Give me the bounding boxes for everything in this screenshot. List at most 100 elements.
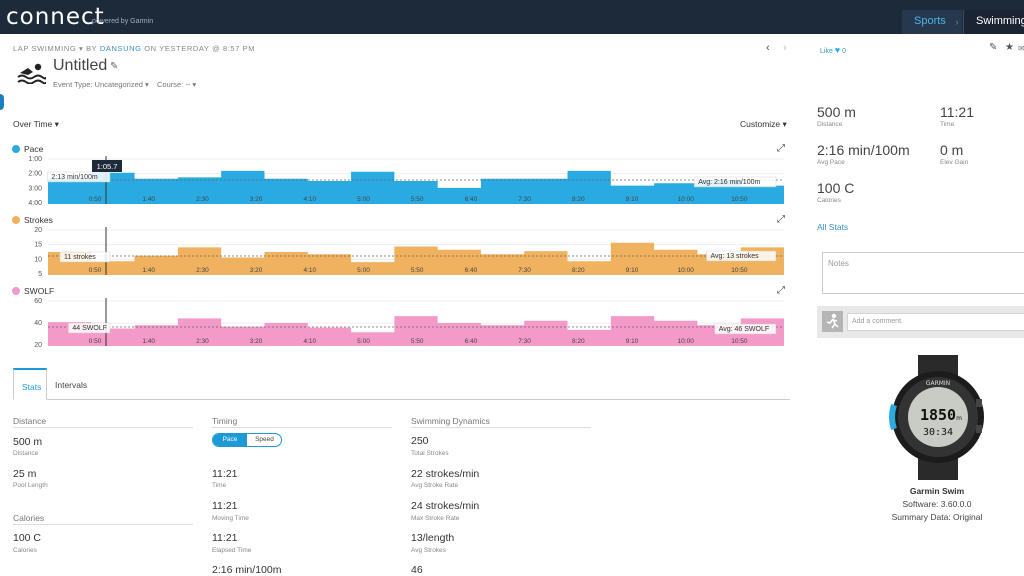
activity-type[interactable]: LAP SWIMMING — [13, 44, 77, 53]
pace-speed-toggle: Pace Speed — [212, 433, 282, 447]
activity-title[interactable]: Untitled — [53, 57, 108, 74]
connect-logo[interactable]: connect — [6, 4, 105, 30]
x-tick-label: 3:20 — [250, 338, 263, 345]
x-tick-label: 5:00 — [357, 267, 370, 274]
chevron-left-icon[interactable]: ‹ — [766, 42, 770, 54]
x-tick-label: 8:20 — [572, 196, 585, 203]
avg-label-box — [693, 176, 777, 188]
swimming-rule — [411, 427, 591, 428]
stat-value: 22 strokes/min — [411, 468, 480, 480]
pace-dot-icon — [12, 145, 20, 153]
chart-area-swolf — [48, 316, 784, 346]
x-tick-label: 6:40 — [465, 267, 478, 274]
stat-label: Total Strokes — [411, 450, 449, 457]
customize-dropdown[interactable]: Customize ▾ — [740, 119, 787, 129]
toggle-pace[interactable]: Pace — [213, 434, 247, 446]
user-link[interactable]: DANSUNG — [99, 44, 142, 53]
chevron-right-icon[interactable]: › — [783, 42, 787, 54]
summary-value: 0 m — [940, 142, 964, 158]
watch-brand: GARMIN — [926, 380, 950, 387]
x-tick-label: 0:50 — [89, 338, 102, 345]
like-button[interactable]: Like ♥ 0 — [820, 45, 846, 55]
stat-label: Calories — [13, 547, 37, 554]
distance-heading: Distance — [13, 416, 47, 426]
x-tick-label: 3:20 — [250, 196, 263, 203]
star-icon[interactable]: ★ — [1005, 42, 1014, 53]
x-tick-label: 5:00 — [357, 338, 370, 345]
over-time-dropdown[interactable]: Over Time ▾ — [13, 119, 59, 129]
timing-rule — [212, 427, 392, 428]
cursor-value: 1:05.7 — [97, 162, 118, 171]
cursor-value-box — [92, 160, 122, 172]
x-tick-label: 7:30 — [518, 196, 531, 203]
tab-stats[interactable]: Stats — [13, 368, 47, 400]
stat-label: Elapsed Time — [212, 547, 252, 554]
expand-swolf-icon[interactable]: ⤢ — [777, 285, 785, 296]
calories-rule — [13, 524, 193, 525]
logo-subtitle: powered by Garmin — [92, 18, 154, 25]
y-tick-label: 1:00 — [28, 156, 42, 163]
x-tick-label: 5:00 — [357, 196, 370, 203]
swolf-dot-icon — [12, 287, 20, 295]
expand-strokes-icon[interactable]: ⤢ — [777, 214, 785, 225]
edit-icon[interactable]: ✎ — [989, 42, 998, 53]
x-tick-label: 1:40 — [142, 338, 155, 345]
nav-swimming[interactable]: Swimming — [963, 10, 1024, 34]
x-tick-label: 9:10 — [626, 338, 639, 345]
x-tick-label: 10:50 — [731, 196, 748, 203]
chart-area-pace — [48, 170, 784, 204]
summary-label: Distance — [817, 121, 843, 128]
x-tick-label: 5:50 — [411, 338, 424, 345]
stat-label: Pool Length — [13, 482, 48, 489]
stat-value: 11:21 — [212, 468, 238, 480]
edit-title-icon[interactable]: ✎ — [110, 61, 119, 72]
all-stats-link[interactable]: All Stats — [817, 222, 849, 232]
x-tick-label: 7:30 — [518, 338, 531, 345]
summary-value: 11:21 — [940, 104, 974, 120]
swimming-dynamics-heading: Swimming Dynamics — [411, 416, 490, 426]
nav-sports[interactable]: Sports — [902, 10, 952, 34]
avg-label: Avg: 46 SWOLF — [719, 326, 769, 333]
activity-time: ON YESTERDAY @ 8:57 PM — [144, 44, 256, 53]
activity-charts[interactable]: 1:00 2:00 3:00 4:00 0:50 1:40 2:30 3:20 4:10 5:00… — [0, 0, 800, 360]
summary-label: Time — [940, 121, 955, 128]
avg-label-box — [706, 250, 777, 262]
y-tick-label: 2:00 — [28, 171, 42, 178]
y-tick-label: 5 — [38, 271, 42, 278]
stat-label: Time — [212, 482, 227, 489]
x-tick-label: 2:30 — [196, 267, 209, 274]
device-software: Software: 3.60.0.0 — [902, 499, 972, 509]
toggle-speed[interactable]: Speed — [255, 436, 274, 443]
y-tick-label: 40 — [34, 320, 42, 327]
x-tick-label: 0:50 — [89, 267, 102, 274]
event-type[interactable]: Event Type: Uncategorized ▾ — [53, 80, 149, 89]
device-summary-data: Summary Data: Original — [891, 512, 983, 522]
notes-field[interactable]: Notes — [822, 252, 1024, 294]
cursor-label: 44 SWOLF — [72, 325, 107, 332]
x-tick-label: 6:40 — [465, 338, 478, 345]
side-handle[interactable] — [0, 94, 4, 110]
chevron-down-icon[interactable]: ▾ — [79, 44, 87, 53]
summary-label: Elev Gain — [940, 159, 969, 166]
summary-value: 2:16 min/100m — [817, 142, 910, 158]
expand-pace-icon[interactable]: ⤢ — [777, 143, 785, 154]
watch-unit: m — [956, 415, 962, 422]
course-select[interactable]: Course: -- ▾ — [157, 80, 197, 89]
x-tick-label: 5:50 — [411, 196, 424, 203]
stat-value: 2:16 min/100m — [212, 564, 282, 576]
y-tick-label: 15 — [34, 242, 42, 249]
stat-value: 46 — [411, 564, 423, 576]
pace-chart-label: Pace — [12, 144, 43, 154]
y-tick-label: 10 — [34, 256, 42, 263]
summary-label: Avg Pace — [817, 159, 845, 166]
chart-area-strokes — [48, 242, 784, 275]
nav-separator-icon: › — [952, 10, 962, 34]
comment-input[interactable]: Add a comment. — [847, 313, 1024, 331]
y-tick-label: 4:00 — [28, 200, 42, 207]
stat-value: 250 — [411, 435, 429, 447]
tab-intervals[interactable]: Intervals — [55, 380, 88, 390]
summary-value: 500 m — [817, 104, 856, 120]
share-icon[interactable]: ✉ — [1018, 44, 1024, 53]
activity-breadcrumb: LAP SWIMMING ▾ BY DANSUNG ON YESTERDAY @… — [13, 44, 255, 53]
cursor-label-box — [59, 251, 111, 263]
